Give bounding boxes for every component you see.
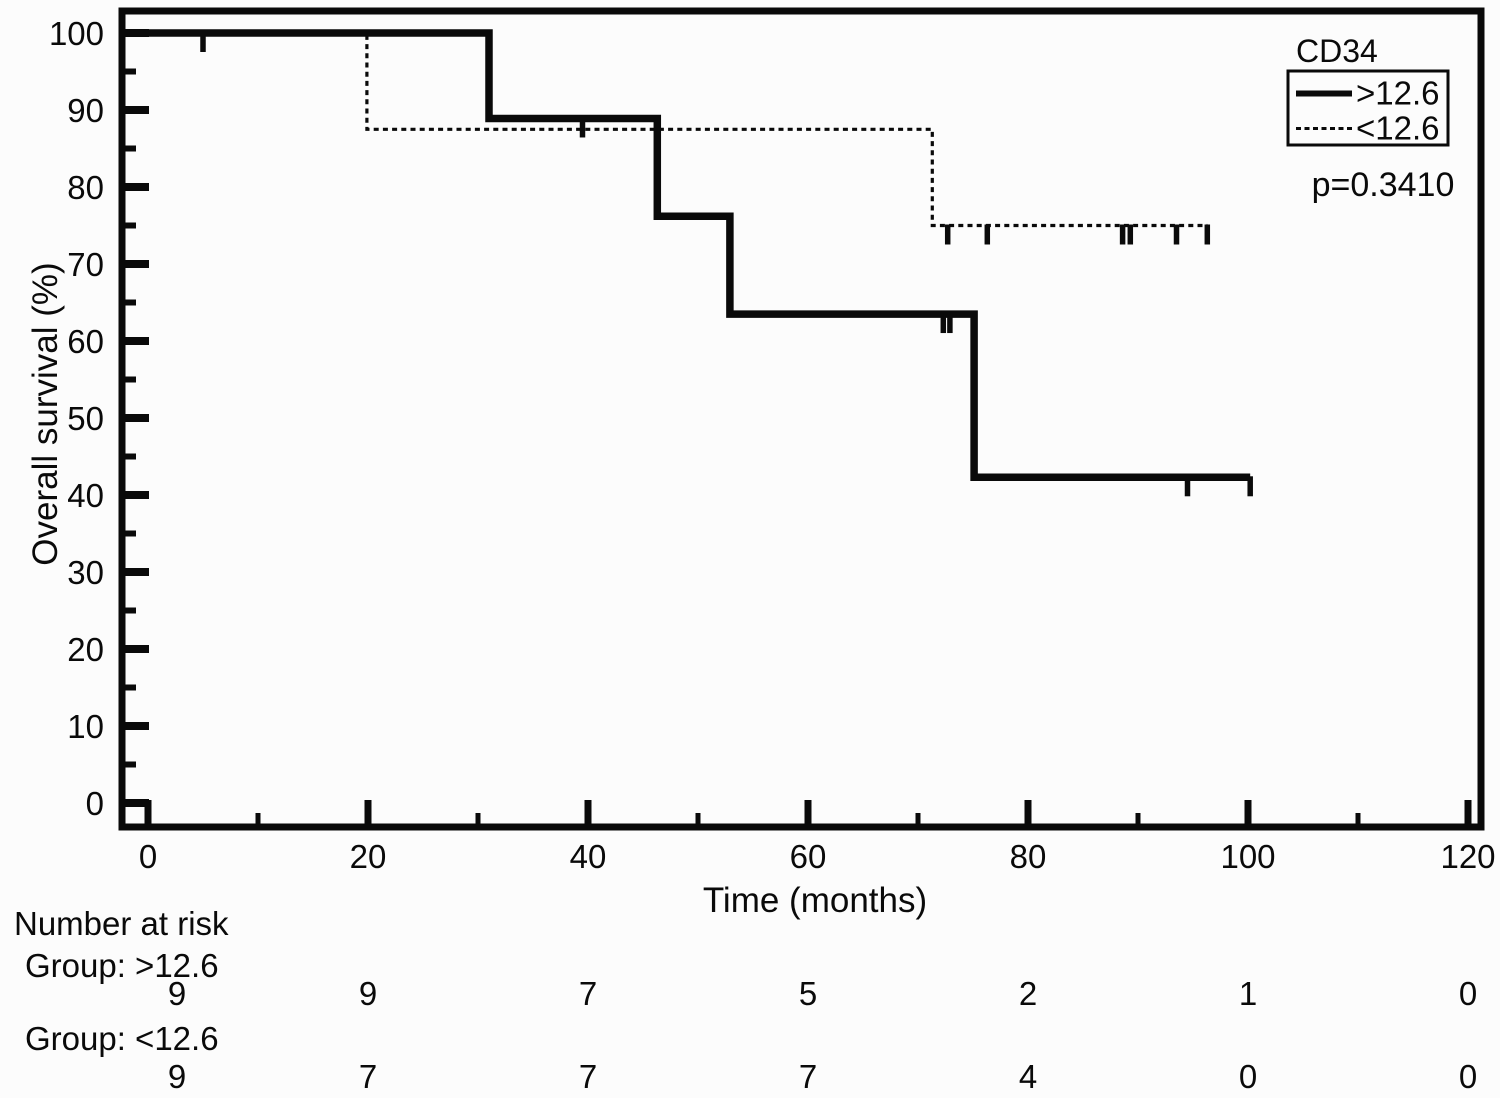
y-tick-label: 90 (67, 92, 104, 129)
legend-entry-label: <12.6 (1356, 110, 1440, 147)
x-tick-label: 40 (570, 838, 607, 875)
y-tick-label: 0 (86, 785, 104, 822)
risk-group-label: Group: <12.6 (25, 1020, 219, 1057)
x-tick-label: 120 (1440, 838, 1495, 875)
y-tick-label: 100 (49, 15, 104, 52)
risk-count: 2 (1019, 975, 1037, 1012)
risk-count: 0 (1459, 975, 1477, 1012)
x-tick-label: 60 (790, 838, 827, 875)
y-tick-label: 60 (67, 323, 104, 360)
x-tick-label: 0 (139, 838, 157, 875)
y-tick-label: 10 (67, 708, 104, 745)
risk-count: 7 (579, 975, 597, 1012)
risk-group-label: Group: >12.6 (25, 947, 219, 984)
risk-count: 9 (168, 1058, 186, 1095)
risk-count: 7 (359, 1058, 377, 1095)
risk-count: 7 (799, 1058, 817, 1095)
legend: CD34 >12.6<12.6 (1286, 33, 1450, 147)
axis-ticks: 0 10 20 30 40 50 60 70 80 90 100 0 20 40 60 80 100 120 (49, 15, 1496, 875)
x-axis-title: Time (months) (703, 881, 927, 920)
risk-count: 4 (1019, 1058, 1037, 1095)
x-tick-label: 100 (1220, 838, 1275, 875)
x-tick-label: 80 (1010, 838, 1047, 875)
survival-curve-gt-12-6 (148, 29, 1251, 482)
risk-table-header: Number at risk (14, 905, 229, 942)
legend-entry-label: >12.6 (1356, 75, 1440, 112)
risk-count: 0 (1459, 1058, 1477, 1095)
legend-box (1286, 69, 1450, 147)
risk-count: 0 (1239, 1058, 1257, 1095)
risk-count: 9 (168, 975, 186, 1012)
risk-count: 1 (1239, 975, 1257, 1012)
risk-count: 7 (579, 1058, 597, 1095)
p-value-label: p=0.3410 (1312, 166, 1455, 204)
y-tick-label: 40 (67, 477, 104, 514)
y-tick-label: 20 (67, 631, 104, 668)
y-axis-title: Overall survival (%) (26, 262, 65, 565)
risk-count: 9 (359, 975, 377, 1012)
y-tick-label: 70 (67, 246, 104, 283)
y-tick-label: 30 (67, 554, 104, 591)
survival-curve-lt-12-6 (148, 31, 1208, 228)
x-tick-label: 20 (350, 838, 387, 875)
y-tick-label: 50 (67, 400, 104, 437)
legend-title: CD34 (1296, 33, 1378, 69)
y-tick-label: 80 (67, 169, 104, 206)
risk-count: 5 (799, 975, 817, 1012)
